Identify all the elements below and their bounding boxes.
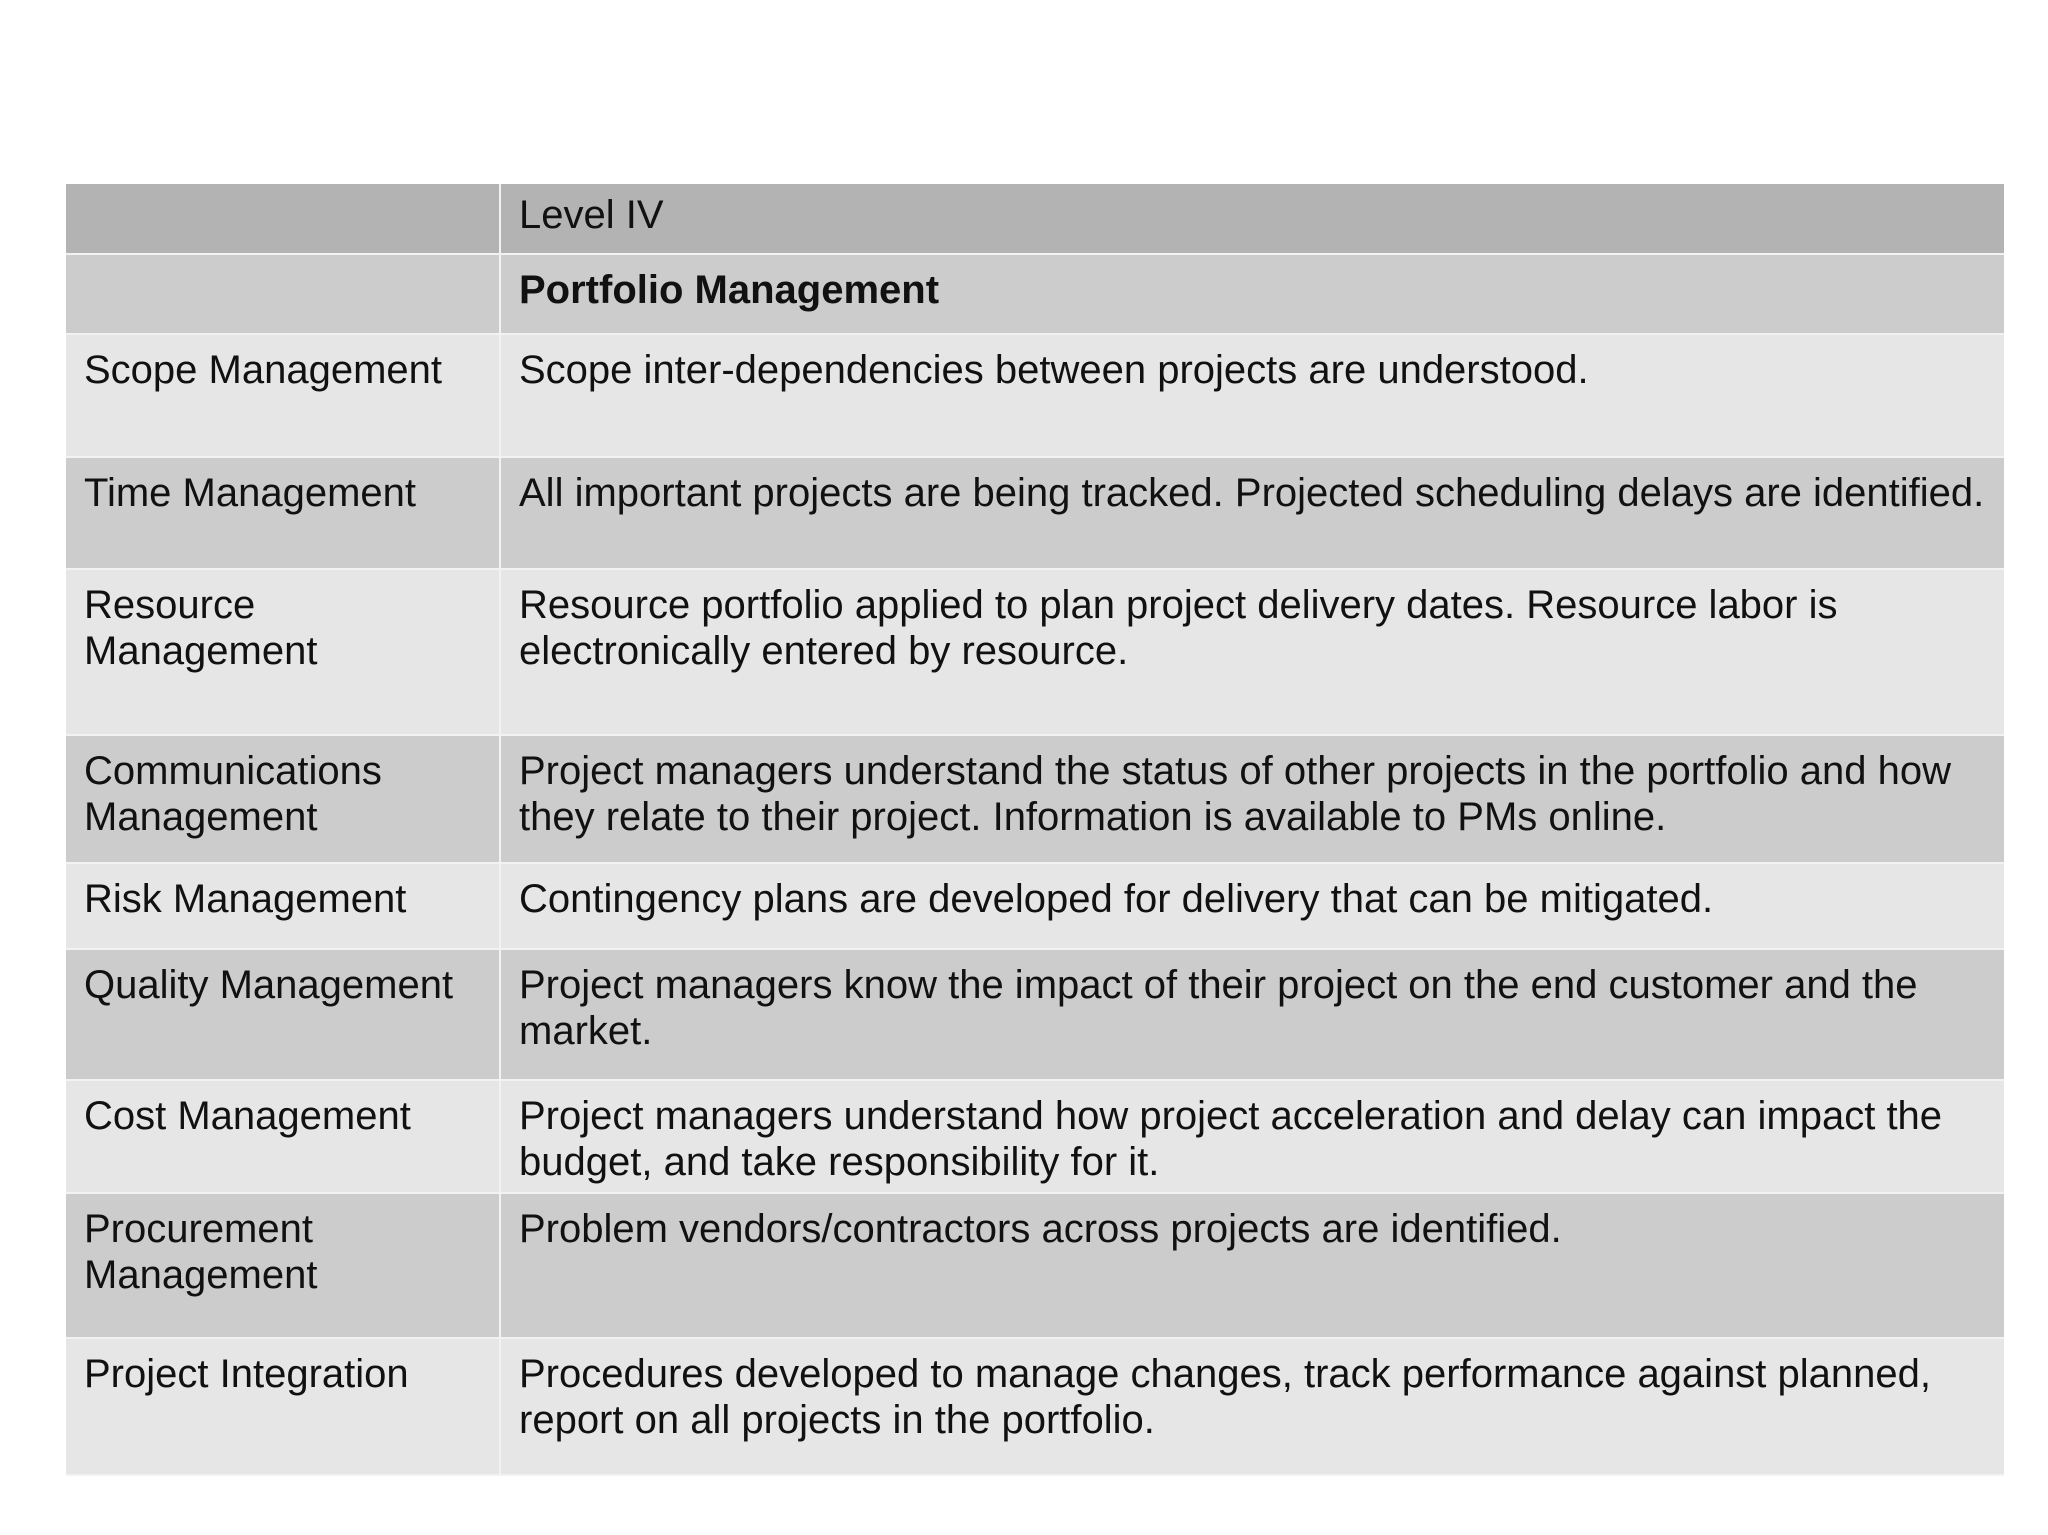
area-cell: Time Management	[66, 457, 501, 570]
description-cell: Scope inter-dependencies between project…	[500, 334, 2004, 458]
table-row: Risk Management Contingency plans are de…	[66, 863, 2004, 950]
description-cell: All important projects are being tracked…	[500, 457, 2004, 570]
description-cell: Procedures developed to manage changes, …	[500, 1338, 2004, 1476]
table-row: Quality Management Project managers know…	[66, 949, 2004, 1081]
header-corner-cell	[66, 184, 501, 255]
description-cell: Project managers understand how project …	[500, 1080, 2004, 1194]
area-cell: Resource Management	[66, 569, 501, 736]
description-cell: Problem vendors/contractors across proje…	[500, 1193, 2004, 1339]
description-cell: Contingency plans are developed for deli…	[500, 863, 2004, 950]
area-cell: Project Integration	[66, 1338, 501, 1476]
table-row: Procurement Management Problem vendors/c…	[66, 1193, 2004, 1339]
table-row: Cost Management Project managers underst…	[66, 1080, 2004, 1194]
description-cell: Project managers know the impact of thei…	[500, 949, 2004, 1081]
table-subheader-row: Portfolio Management	[66, 254, 2004, 335]
area-cell: Risk Management	[66, 863, 501, 950]
table-header-row: Level IV	[66, 184, 2004, 255]
table-row: Resource Management Resource portfolio a…	[66, 569, 2004, 736]
maturity-table: Level IV Portfolio Management Scope Mana…	[66, 184, 2004, 1476]
description-cell: Resource portfolio applied to plan proje…	[500, 569, 2004, 736]
description-cell: Project managers understand the status o…	[500, 735, 2004, 864]
table-row: Scope Management Scope inter-dependencie…	[66, 334, 2004, 458]
table-row: Communications Management Project manage…	[66, 735, 2004, 864]
subheader-corner-cell	[66, 254, 501, 335]
table-row: Time Management All important projects a…	[66, 457, 2004, 570]
area-cell: Cost Management	[66, 1080, 501, 1194]
area-cell: Quality Management	[66, 949, 501, 1081]
header-level-cell: Level IV	[500, 184, 2004, 255]
subheader-title-cell: Portfolio Management	[500, 254, 2004, 335]
area-cell: Communications Management	[66, 735, 501, 864]
table-row: Project Integration Procedures developed…	[66, 1338, 2004, 1476]
area-cell: Procurement Management	[66, 1193, 501, 1339]
area-cell: Scope Management	[66, 334, 501, 458]
